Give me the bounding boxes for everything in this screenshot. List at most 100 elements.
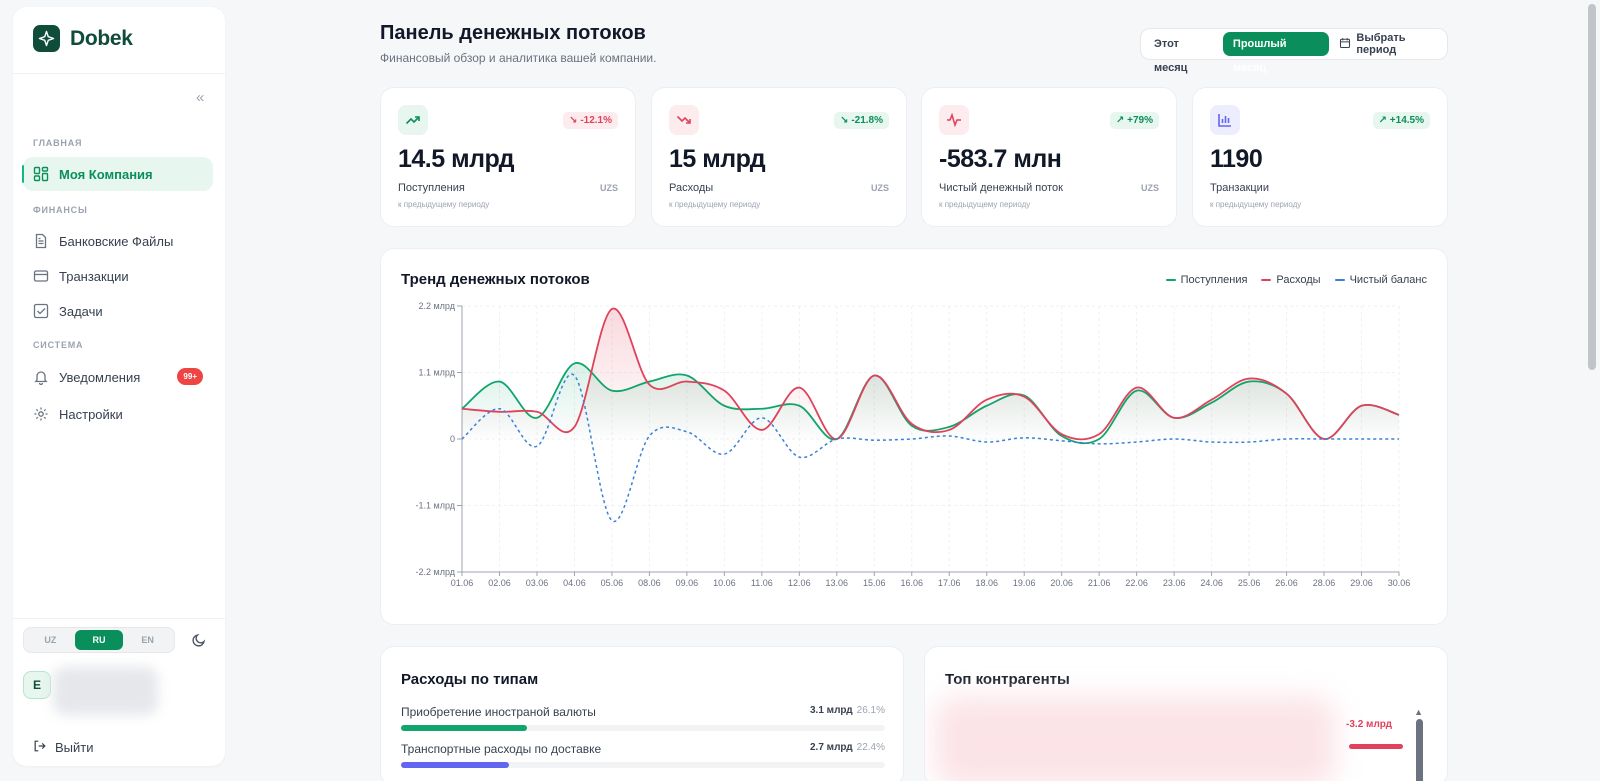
legend-label: Чистый баланс [1349, 274, 1427, 286]
kpi-label: Чистый денежный поток [939, 182, 1063, 194]
logo-icon [33, 25, 60, 52]
page-subtitle: Финансовый обзор и аналитика вашей компа… [380, 51, 657, 65]
x-tick-label: 29.06 [1350, 578, 1373, 588]
legend-swatch [1334, 279, 1345, 281]
x-tick-label: 09.06 [676, 578, 699, 588]
logo[interactable]: Dobek [33, 25, 133, 52]
sidebar-item-label: Настройки [59, 406, 123, 422]
card-title: Расходы по типам [401, 671, 539, 688]
x-tick-label: 04.06 [563, 578, 586, 588]
file-icon [33, 233, 49, 249]
sidebar-item-settings[interactable]: Настройки [23, 397, 213, 431]
period-last-month[interactable]: Прошлый месяц [1222, 32, 1330, 74]
sidebar-item-label: Задачи [59, 303, 103, 319]
trending-up-icon [398, 105, 428, 135]
x-tick-label: 16.06 [900, 578, 923, 588]
avatar: E [23, 671, 51, 699]
x-tick-label: 15.06 [863, 578, 886, 588]
period-selector: Этот месяц Прошлый месяц Выбрать период [1140, 28, 1448, 74]
kpi-value: 1190 [1210, 145, 1263, 173]
kpi-change-badge: ↘ -12.1% [563, 112, 618, 129]
scroll-up-icon[interactable]: ▲ [1414, 707, 1423, 717]
cashflow-trend-card: Тренд денежных потоков Поступления Расхо… [380, 248, 1448, 625]
kpi-currency: UZS [871, 183, 889, 193]
expense-row[interactable]: Транспортные расходы по доставке 2.7 млр… [401, 742, 885, 768]
y-tick-label: 2.2 млрд [418, 301, 455, 311]
chart-title: Тренд денежных потоков [401, 271, 590, 288]
sidebar: Dobek « ГЛАВНАЯ Моя Компания ФИНАНСЫ Бан… [13, 7, 225, 766]
x-tick-label: 05.06 [601, 578, 624, 588]
kpi-currency: UZS [600, 183, 618, 193]
expense-bar-fill [401, 725, 528, 731]
x-tick-label: 21.06 [1088, 578, 1111, 588]
x-tick-label: 28.06 [1313, 578, 1336, 588]
logout-icon [33, 739, 47, 756]
legend-item-net-balance[interactable]: Чистый баланс [1334, 274, 1427, 286]
kpi-value: -583.7 млн [939, 145, 1062, 173]
logout-button[interactable]: Выйти [33, 739, 94, 756]
x-tick-label: 10.06 [713, 578, 736, 588]
x-tick-label: 13.06 [826, 578, 849, 588]
x-tick-label: 22.06 [1125, 578, 1148, 588]
kpi-currency: UZS [1141, 183, 1159, 193]
moon-icon[interactable] [191, 632, 207, 652]
custom-period-button[interactable]: Выбрать период [1329, 32, 1444, 56]
partner-bar [1349, 744, 1403, 749]
calendar-icon [1339, 37, 1351, 52]
kpi-card-income: ↘ -12.1% 14.5 млрд Поступления UZS к пре… [380, 87, 636, 227]
kpi-label: Транзакции [1210, 182, 1269, 194]
divider [13, 73, 225, 74]
card-icon [33, 268, 49, 284]
user-profile[interactable]: E [23, 667, 213, 717]
x-tick-label: 19.06 [1013, 578, 1036, 588]
sidebar-item-my-company[interactable]: Моя Компания [22, 157, 213, 191]
period-this-month[interactable]: Этот месяц [1154, 38, 1188, 74]
kpi-label: Расходы [669, 182, 714, 194]
kpi-compare: к предыдущему периоду [669, 200, 761, 209]
language-ru[interactable]: RU [74, 630, 124, 650]
sidebar-item-notifications[interactable]: Уведомления 99+ [23, 360, 213, 394]
sidebar-item-bank-files[interactable]: Банковские Файлы [23, 224, 213, 258]
language-uz[interactable]: UZ [44, 635, 57, 645]
legend-swatch [1261, 279, 1272, 281]
pulse-icon [939, 105, 969, 135]
legend-swatch [1165, 279, 1176, 281]
expense-bar-track [401, 725, 885, 731]
kpi-compare: к предыдущему периоду [398, 200, 490, 209]
kpi-change-badge: ↗ +79% [1109, 112, 1159, 129]
legend-item-income[interactable]: Поступления [1165, 274, 1248, 286]
kpi-change-badge: ↘ -21.8% [834, 112, 889, 129]
partner-amount: -3.2 млрд [1346, 719, 1392, 730]
cashflow-trend-chart[interactable]: 2.2 млрд 1.1 млрд 0 -1.1 млрд -2.2 млрд01.06… [381, 249, 1449, 626]
expense-row[interactable]: Приобретение иностраной валюты 3.1 млрд 2… [401, 705, 885, 731]
x-tick-label: 03.06 [526, 578, 549, 588]
dashboard-icon [33, 166, 49, 182]
sidebar-item-label: Транзакции [59, 268, 129, 284]
legend-item-expenses[interactable]: Расходы [1261, 274, 1321, 286]
x-tick-label: 26.06 [1275, 578, 1298, 588]
sidebar-item-transactions[interactable]: Транзакции [23, 259, 213, 293]
x-tick-label: 11.06 [751, 578, 773, 588]
sidebar-item-tasks[interactable]: Задачи [23, 294, 213, 328]
kpi-change-badge: ↗ +14.5% [1372, 112, 1430, 129]
x-tick-label: 20.06 [1050, 578, 1073, 588]
kpi-label: Поступления [398, 182, 465, 194]
top-partners-card: Топ контрагенты -3.2 млрд ▲ [924, 646, 1448, 781]
legend-label: Поступления [1180, 274, 1248, 286]
x-tick-label: 01.06 [451, 578, 474, 588]
page-scrollbar[interactable] [1588, 4, 1596, 370]
x-tick-label: 25.06 [1238, 578, 1261, 588]
x-tick-label: 24.06 [1200, 578, 1223, 588]
kpi-card-expenses: ↘ -21.8% 15 млрд Расходы UZS к предыдуще… [651, 87, 907, 227]
brand-name: Dobek [70, 26, 133, 50]
kpi-value: 14.5 млрд [398, 145, 515, 173]
sidebar-item-label: Уведомления [59, 369, 141, 385]
kpi-card-net-flow: ↗ +79% -583.7 млн Чистый денежный поток … [921, 87, 1177, 227]
scrollbar-thumb[interactable] [1416, 719, 1423, 781]
x-tick-label: 18.06 [975, 578, 998, 588]
legend-label: Расходы [1276, 274, 1321, 286]
collapse-sidebar-icon[interactable]: « [196, 89, 205, 106]
section-label-main: ГЛАВНАЯ [33, 138, 83, 148]
language-en[interactable]: EN [141, 635, 154, 645]
series-line-net-balance [461, 373, 1399, 522]
